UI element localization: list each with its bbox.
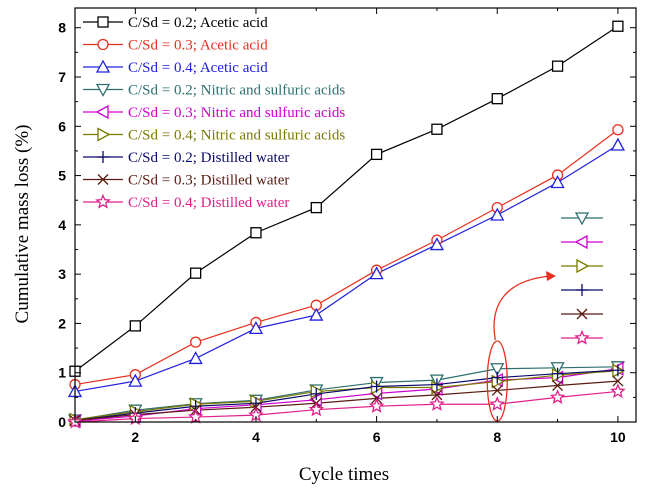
series-7-point (551, 367, 564, 380)
inset-legend-marker-4 (576, 284, 588, 296)
plot-background (75, 8, 636, 422)
series-1-point (370, 148, 383, 161)
series-1-point (189, 267, 202, 279)
y-tick-label: 3 (58, 266, 66, 282)
y-tick-label: 1 (58, 365, 66, 381)
y-tick-label: 7 (58, 69, 66, 85)
callout-arrowhead (546, 271, 556, 281)
y-tick-label: 4 (58, 217, 66, 233)
series-1-point (250, 227, 262, 239)
x-tick-label: 4 (252, 429, 260, 445)
series-7-point (430, 378, 443, 391)
legend-marker-1 (97, 16, 109, 28)
series-1-point (551, 60, 564, 72)
series-9-point (489, 396, 506, 411)
legend-label-3: C/Sd = 0.4; Acetic acid (128, 60, 268, 76)
series-line-2 (74, 129, 619, 386)
legend-marker-9 (95, 193, 111, 209)
legend-label-4: C/Sd = 0.2; Nitric and sulfuric acids (128, 83, 345, 99)
series-4-point (490, 363, 505, 377)
series-3-point (490, 207, 505, 221)
legend: C/Sd = 0.2; Acetic acid C/Sd = 0.3; Aceti… (83, 15, 345, 211)
legend-marker-6 (97, 127, 111, 142)
legend-label-5: C/Sd = 0.3; Nitric and sulfuric acids (128, 105, 345, 121)
legend-marker-3 (95, 59, 111, 73)
y-tick-label: 6 (58, 118, 66, 134)
series-7-point (491, 371, 504, 384)
x-tick-label: 8 (493, 429, 501, 445)
legend-label-1: C/Sd = 0.2; Acetic acid (128, 15, 268, 31)
series-3-point (610, 137, 625, 151)
legend-label-8: C/Sd = 0.3; Distilled water (128, 173, 289, 189)
series-3-point (128, 373, 143, 387)
x-tick-label: 2 (131, 429, 139, 445)
legend-label-9: C/Sd = 0.4; Distilled water (128, 195, 289, 211)
series-9-point (368, 398, 385, 413)
series-1-point (612, 20, 624, 32)
legend-marker-2 (97, 38, 109, 51)
series-lines (74, 25, 619, 423)
series-9-point (549, 389, 566, 404)
series-8-point (431, 389, 443, 401)
y-tick-label: 8 (58, 20, 66, 36)
series-3-point (369, 266, 384, 280)
plot-area (75, 8, 636, 422)
series-8-point (491, 384, 503, 396)
series-7-point (310, 387, 323, 400)
series-line-8 (74, 380, 618, 422)
x-tick-label: 10 (610, 429, 626, 445)
y-axis-title: Cumulative mass loss (%) (12, 125, 33, 324)
series-markers (67, 20, 626, 429)
legend-marker-5 (95, 104, 109, 120)
series-line-9 (74, 390, 618, 423)
inset-legend-marker-1 (574, 212, 590, 226)
legend-label-7: C/Sd = 0.2; Distilled water (128, 150, 289, 166)
x-axis-title: Cycle times (299, 464, 389, 485)
series-3-point (550, 175, 565, 189)
series-line-3 (74, 144, 619, 393)
legend-marker-7 (97, 151, 109, 163)
series-3-point (429, 237, 445, 251)
callout-arrow (493, 275, 552, 341)
series-8-point (612, 375, 624, 387)
series-9-point (610, 383, 626, 399)
series-1-point (310, 201, 322, 214)
series-3-point (248, 320, 264, 335)
series-1-point (431, 123, 443, 135)
series-2-point (189, 336, 202, 348)
legend-marker-8 (97, 174, 109, 185)
inset-legend-marker-6 (574, 329, 590, 345)
series-7-point (370, 380, 383, 393)
legend-marker-4 (95, 83, 111, 97)
inset-legend-marker-5 (576, 308, 588, 320)
y-tick-label: 2 (58, 315, 66, 331)
series-line-7 (74, 369, 618, 422)
legend-label-2: C/Sd = 0.3; Acetic acid (128, 38, 268, 54)
series-7-point (611, 364, 624, 377)
axes: 2 4 6 8 10 0 1 2 3 4 5 6 7 8 (58, 7, 637, 445)
series-2-point (612, 124, 624, 136)
series-1-point (129, 320, 141, 332)
series-line-6 (74, 370, 618, 421)
series-8-point (552, 380, 564, 391)
plot-frame (74, 7, 637, 423)
inset-legend (561, 212, 603, 345)
inset-legend-marker-2 (574, 234, 588, 250)
inset-legend-marker-3 (576, 258, 590, 274)
series-3-point (309, 307, 324, 321)
series-1-point (491, 93, 503, 105)
series-9-point (308, 401, 325, 417)
series-line-4 (74, 366, 618, 421)
x-tick-label: 6 (373, 429, 381, 445)
y-tick-label: 5 (58, 168, 66, 184)
y-tick-label: 0 (58, 414, 66, 430)
series-line-1 (74, 25, 619, 372)
series-9-point (429, 396, 445, 411)
series-3-point (188, 351, 203, 365)
legend-label-6: C/Sd = 0.4; Nitric and sulfuric acids (128, 128, 345, 144)
